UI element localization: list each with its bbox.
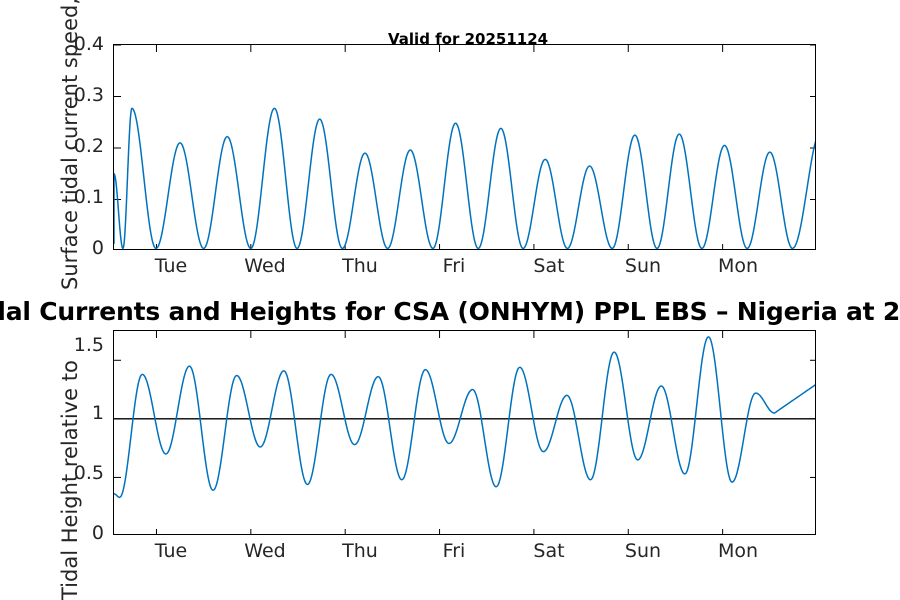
top-ytick-2: 0.2 bbox=[73, 135, 104, 157]
bottom-ytick-1p5: 1.5 bbox=[73, 334, 104, 356]
figure-main-title: dal Currents and Heights for CSA (ONHYM)… bbox=[0, 297, 900, 326]
bottom-xtick-tue: Tue bbox=[154, 540, 188, 562]
top-ytick-0: 0 bbox=[91, 237, 104, 259]
top-xtick-wed: Wed bbox=[244, 255, 286, 277]
bottom-chart-plot-area bbox=[113, 330, 816, 535]
top-xtick-thu: Thu bbox=[342, 255, 378, 277]
top-xtick-sun: Sun bbox=[624, 255, 662, 277]
bottom-ytick-0p5: 0.5 bbox=[73, 462, 104, 484]
top-xtick-sat: Sat bbox=[533, 255, 565, 277]
bottom-xtick-thu: Thu bbox=[342, 540, 378, 562]
top-chart-plot-area bbox=[113, 44, 816, 250]
top-xtick-mon: Mon bbox=[717, 255, 759, 277]
top-ytick-1: 0.1 bbox=[73, 186, 104, 208]
top-xtick-fri: Fri bbox=[442, 255, 466, 277]
top-ytick-3: 0.3 bbox=[73, 84, 104, 106]
bottom-xtick-sat: Sat bbox=[533, 540, 565, 562]
bottom-ytick-1: 1 bbox=[91, 402, 104, 424]
bottom-xtick-fri: Fri bbox=[442, 540, 466, 562]
bottom-ytick-0: 0 bbox=[91, 522, 104, 544]
top-chart-subtitle: Valid for 20251124 bbox=[388, 30, 549, 48]
top-ytick-4: 0.4 bbox=[73, 33, 104, 55]
top-xtick-tue: Tue bbox=[154, 255, 188, 277]
bottom-xtick-wed: Wed bbox=[244, 540, 286, 562]
bottom-xtick-mon: Mon bbox=[717, 540, 759, 562]
bottom-xtick-sun: Sun bbox=[624, 540, 662, 562]
